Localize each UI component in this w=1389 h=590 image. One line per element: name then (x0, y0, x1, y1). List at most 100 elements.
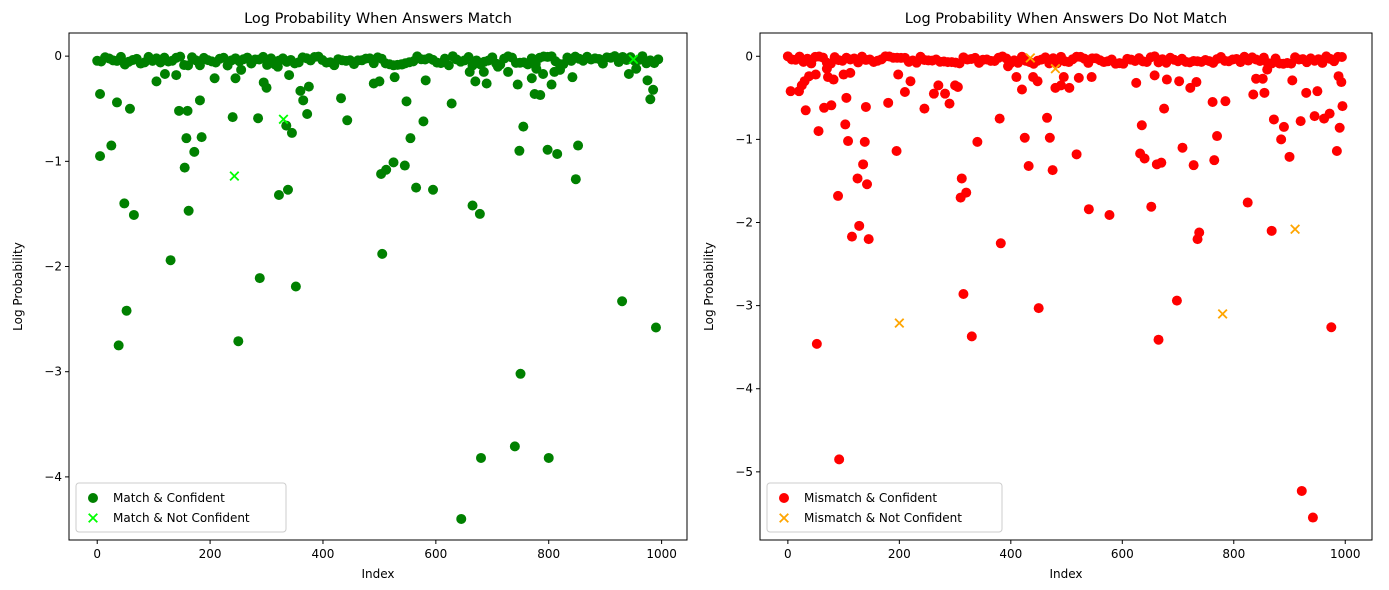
data-point (418, 116, 429, 127)
data-point (374, 76, 385, 87)
data-point (645, 94, 656, 105)
data-point (1324, 108, 1335, 119)
data-point (124, 103, 135, 114)
data-point (1276, 134, 1287, 145)
data-point (95, 151, 106, 162)
data-point (463, 51, 474, 62)
data-point (272, 61, 283, 72)
data-point (464, 66, 475, 77)
data-point (284, 70, 295, 81)
data-point (183, 60, 194, 71)
data-point (1337, 101, 1348, 112)
x-tick-label: 1000 (1330, 547, 1361, 561)
data-point (1064, 82, 1075, 93)
data-point (810, 69, 821, 80)
data-point (282, 184, 293, 195)
data-point (174, 105, 185, 116)
data-point (181, 133, 192, 144)
data-point (1295, 116, 1306, 127)
data-point (1336, 51, 1347, 62)
data-point (956, 173, 967, 184)
data-point (994, 113, 1005, 124)
legend-marker-circle (88, 493, 98, 503)
data-point (261, 82, 272, 93)
data-point (470, 76, 481, 87)
data-point (631, 63, 642, 74)
data-point (281, 120, 292, 131)
data-point (1033, 303, 1044, 314)
data-point (428, 184, 439, 195)
data-point (512, 79, 523, 90)
data-point (481, 78, 492, 89)
x-tick-label: 0 (784, 547, 792, 561)
data-point (1131, 77, 1142, 88)
data-point (478, 66, 489, 77)
data-point (1047, 165, 1058, 176)
data-point (813, 126, 824, 137)
data-point (1194, 227, 1205, 238)
chart-match: 0 200 400 600 800 1000 0 −1 −2 −3 −4 Log Probabil… (11, 11, 688, 581)
data-point (858, 159, 869, 170)
data-point (933, 80, 944, 91)
y-tick-label: −2 (735, 216, 753, 230)
data-point (115, 51, 126, 62)
data-point (194, 95, 205, 106)
data-point (1042, 112, 1053, 123)
plot-frame (759, 32, 1373, 541)
chart-title: Log Probability When Answers Do Not Matc… (905, 11, 1227, 27)
data-point (883, 97, 894, 108)
data-point (295, 85, 306, 96)
data-point (399, 160, 410, 171)
data-point-x (278, 114, 289, 125)
data-point (543, 452, 554, 463)
data-point (286, 127, 297, 138)
data-point (535, 90, 546, 101)
data-point (1023, 160, 1034, 171)
y-tick-label: −1 (44, 154, 62, 168)
legend: Mismatch & Confident Mismatch & Not Conf… (766, 482, 1003, 533)
x-tick-label: 600 (424, 547, 447, 561)
data-point (1003, 61, 1014, 72)
data-point (1284, 151, 1295, 162)
data-point (952, 82, 963, 93)
legend-label-match-confident: Match & Confident (113, 491, 225, 505)
data-point (111, 97, 122, 108)
data-point (834, 454, 845, 465)
data-point-x (1025, 52, 1036, 63)
data-point (573, 140, 584, 151)
data-point (1262, 64, 1273, 75)
data-point (182, 105, 193, 116)
legend-marker-x (88, 513, 98, 523)
data-point (230, 73, 241, 84)
data-point (456, 513, 467, 524)
data-point (928, 88, 939, 99)
data-point (891, 146, 902, 157)
data-point (1188, 160, 1199, 171)
data-point (1301, 87, 1312, 98)
y-tick-label: −4 (735, 382, 753, 396)
data-point (1248, 89, 1259, 100)
data-point (623, 69, 634, 80)
data-point (1171, 295, 1182, 306)
data-point (852, 173, 863, 184)
data-point (653, 54, 664, 65)
data-point (467, 200, 478, 211)
data-point (1191, 77, 1202, 88)
plot-frame (68, 32, 688, 541)
data-point (845, 67, 856, 78)
data-point (1161, 74, 1172, 85)
legend-marker-x (779, 513, 789, 523)
data-point (826, 100, 837, 111)
data-point (833, 190, 844, 201)
data-point (1136, 120, 1147, 131)
data-point (236, 64, 247, 75)
data-point (966, 331, 977, 342)
legend-label-mismatch-not-confident: Mismatch & Not Confident (804, 511, 962, 525)
data-point (128, 209, 139, 220)
data-point (401, 96, 412, 107)
data-point (443, 60, 454, 71)
data-point (542, 144, 553, 155)
data-point (1139, 153, 1150, 164)
data-point (1153, 334, 1164, 345)
data-point (905, 76, 916, 87)
